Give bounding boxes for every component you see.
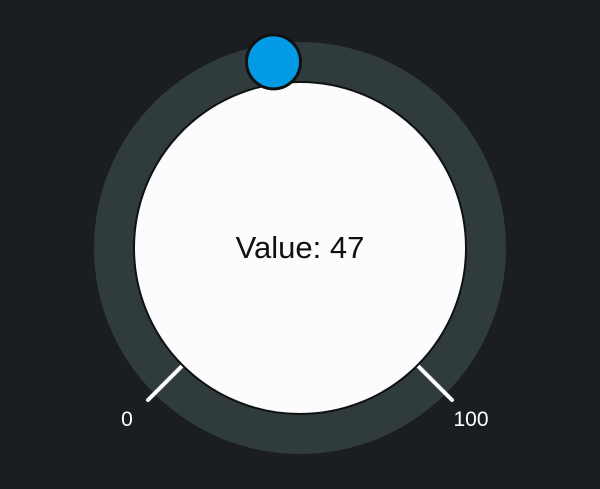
knob-handle[interactable]	[245, 33, 303, 91]
min-tick	[146, 363, 185, 402]
max-tick	[415, 363, 454, 402]
max-value-label: 100	[453, 408, 489, 431]
knob-face[interactable]	[133, 81, 467, 415]
value-display: Value: 47	[235, 230, 365, 265]
min-value-label: 0	[121, 408, 133, 431]
